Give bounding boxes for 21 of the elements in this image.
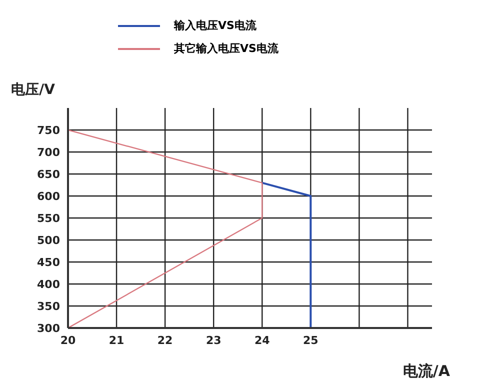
x-tick-label: 25 [303, 334, 318, 347]
y-tick-label: 400 [37, 278, 60, 291]
y-axis-title: 电压/V [11, 82, 56, 98]
y-tick-label: 750 [37, 124, 60, 137]
x-tick-label: 23 [206, 334, 222, 347]
y-tick-label: 500 [37, 234, 60, 247]
y-tick-label: 350 [37, 300, 60, 313]
y-tick-label: 450 [37, 256, 60, 269]
x-tick-label: 21 [108, 334, 124, 347]
x-tick-label: 24 [254, 334, 270, 347]
y-tick-label: 650 [37, 168, 60, 181]
x-tick-label: 22 [157, 334, 173, 347]
x-axis-title: 电流/A [402, 362, 450, 380]
y-tick-label: 550 [37, 212, 60, 225]
y-tick-label: 300 [37, 322, 60, 335]
legend-label: 其它输入电压VS电流 [173, 41, 280, 56]
line-series [68, 129, 263, 328]
y-tick-label: 600 [37, 190, 60, 203]
legend-label: 输入电压VS电流 [172, 18, 258, 33]
x-tick-label: 20 [60, 334, 76, 347]
y-tick-label: 700 [37, 146, 60, 159]
